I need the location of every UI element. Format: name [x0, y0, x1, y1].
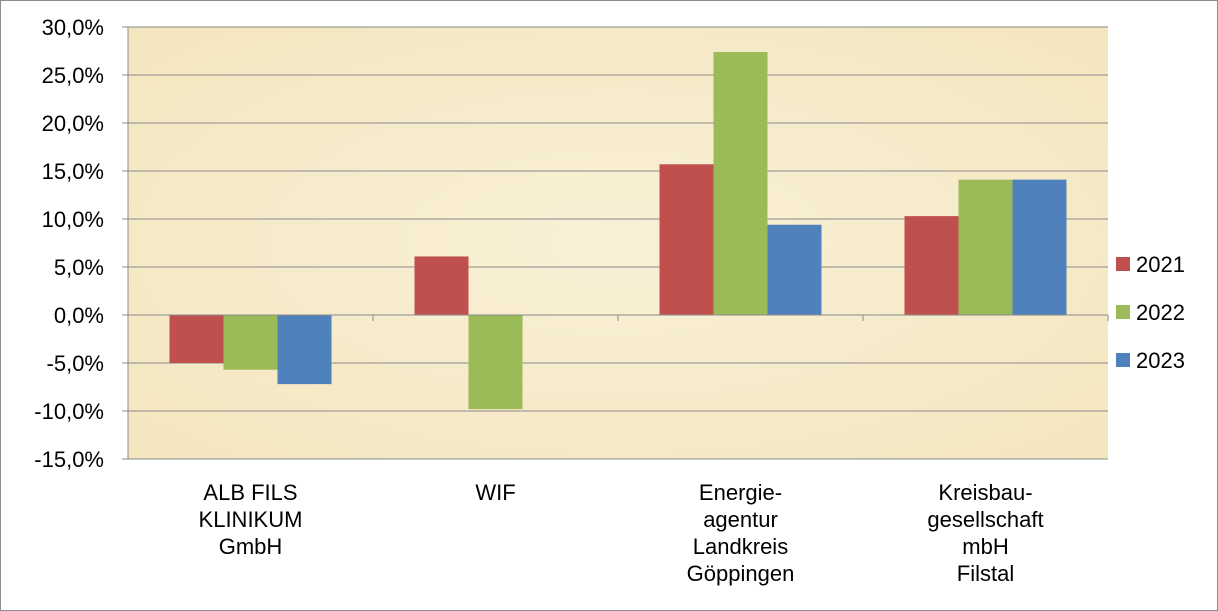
y-tick-label: 0,0% — [54, 303, 104, 328]
bar-2022-1 — [468, 315, 523, 410]
y-tick-label: 5,0% — [54, 255, 104, 280]
legend: 2021 2022 2023 — [1116, 252, 1185, 373]
y-tick-label: 20,0% — [42, 111, 104, 136]
bar-2022-3 — [958, 179, 1013, 315]
legend-swatch-2023 — [1116, 353, 1130, 367]
y-tick-label: -10,0% — [34, 399, 104, 424]
bars — [169, 51, 1067, 410]
y-tick-label: 10,0% — [42, 207, 104, 232]
bar-2023-3 — [1012, 179, 1067, 315]
bar-2021-3 — [904, 216, 959, 315]
category-label: WIF — [475, 480, 515, 505]
bar-2022-2 — [713, 51, 768, 316]
bar-2021-1 — [414, 256, 469, 315]
bar-2023-2 — [767, 224, 822, 315]
legend-label-2021: 2021 — [1136, 252, 1185, 277]
bar-2023-0 — [277, 315, 332, 385]
category-label: ALB FILS KLINIKUM GmbH — [199, 480, 303, 559]
legend-label-2022: 2022 — [1136, 300, 1185, 325]
category-label: Kreisbau-gesellschaft mbH Filstal — [927, 480, 1043, 586]
bar-2021-2 — [659, 164, 714, 315]
y-tick-label: 15,0% — [42, 159, 104, 184]
y-tick-label: -15,0% — [34, 447, 104, 472]
category-label: Energie-agentur Landkreis Göppingen — [687, 480, 795, 586]
y-tick-label: 25,0% — [42, 63, 104, 88]
legend-label-2023: 2023 — [1136, 348, 1185, 373]
y-axis-tick-labels: 30,0% 25,0% 20,0% 15,0% 10,0% 5,0% 0,0% -5,0% -1… — [34, 15, 104, 472]
y-tick-label: 30,0% — [42, 15, 104, 40]
legend-swatch-2022 — [1116, 305, 1130, 319]
category-labels: ALB FILS KLINIKUM GmbH WIF Energie-agentur La… — [199, 480, 1044, 586]
y-tick-label: -5,0% — [47, 351, 104, 376]
axes — [127, 27, 1109, 459]
bar-2021-0 — [169, 315, 224, 363]
legend-swatch-2021 — [1116, 257, 1130, 271]
bar-2022-0 — [223, 315, 278, 370]
